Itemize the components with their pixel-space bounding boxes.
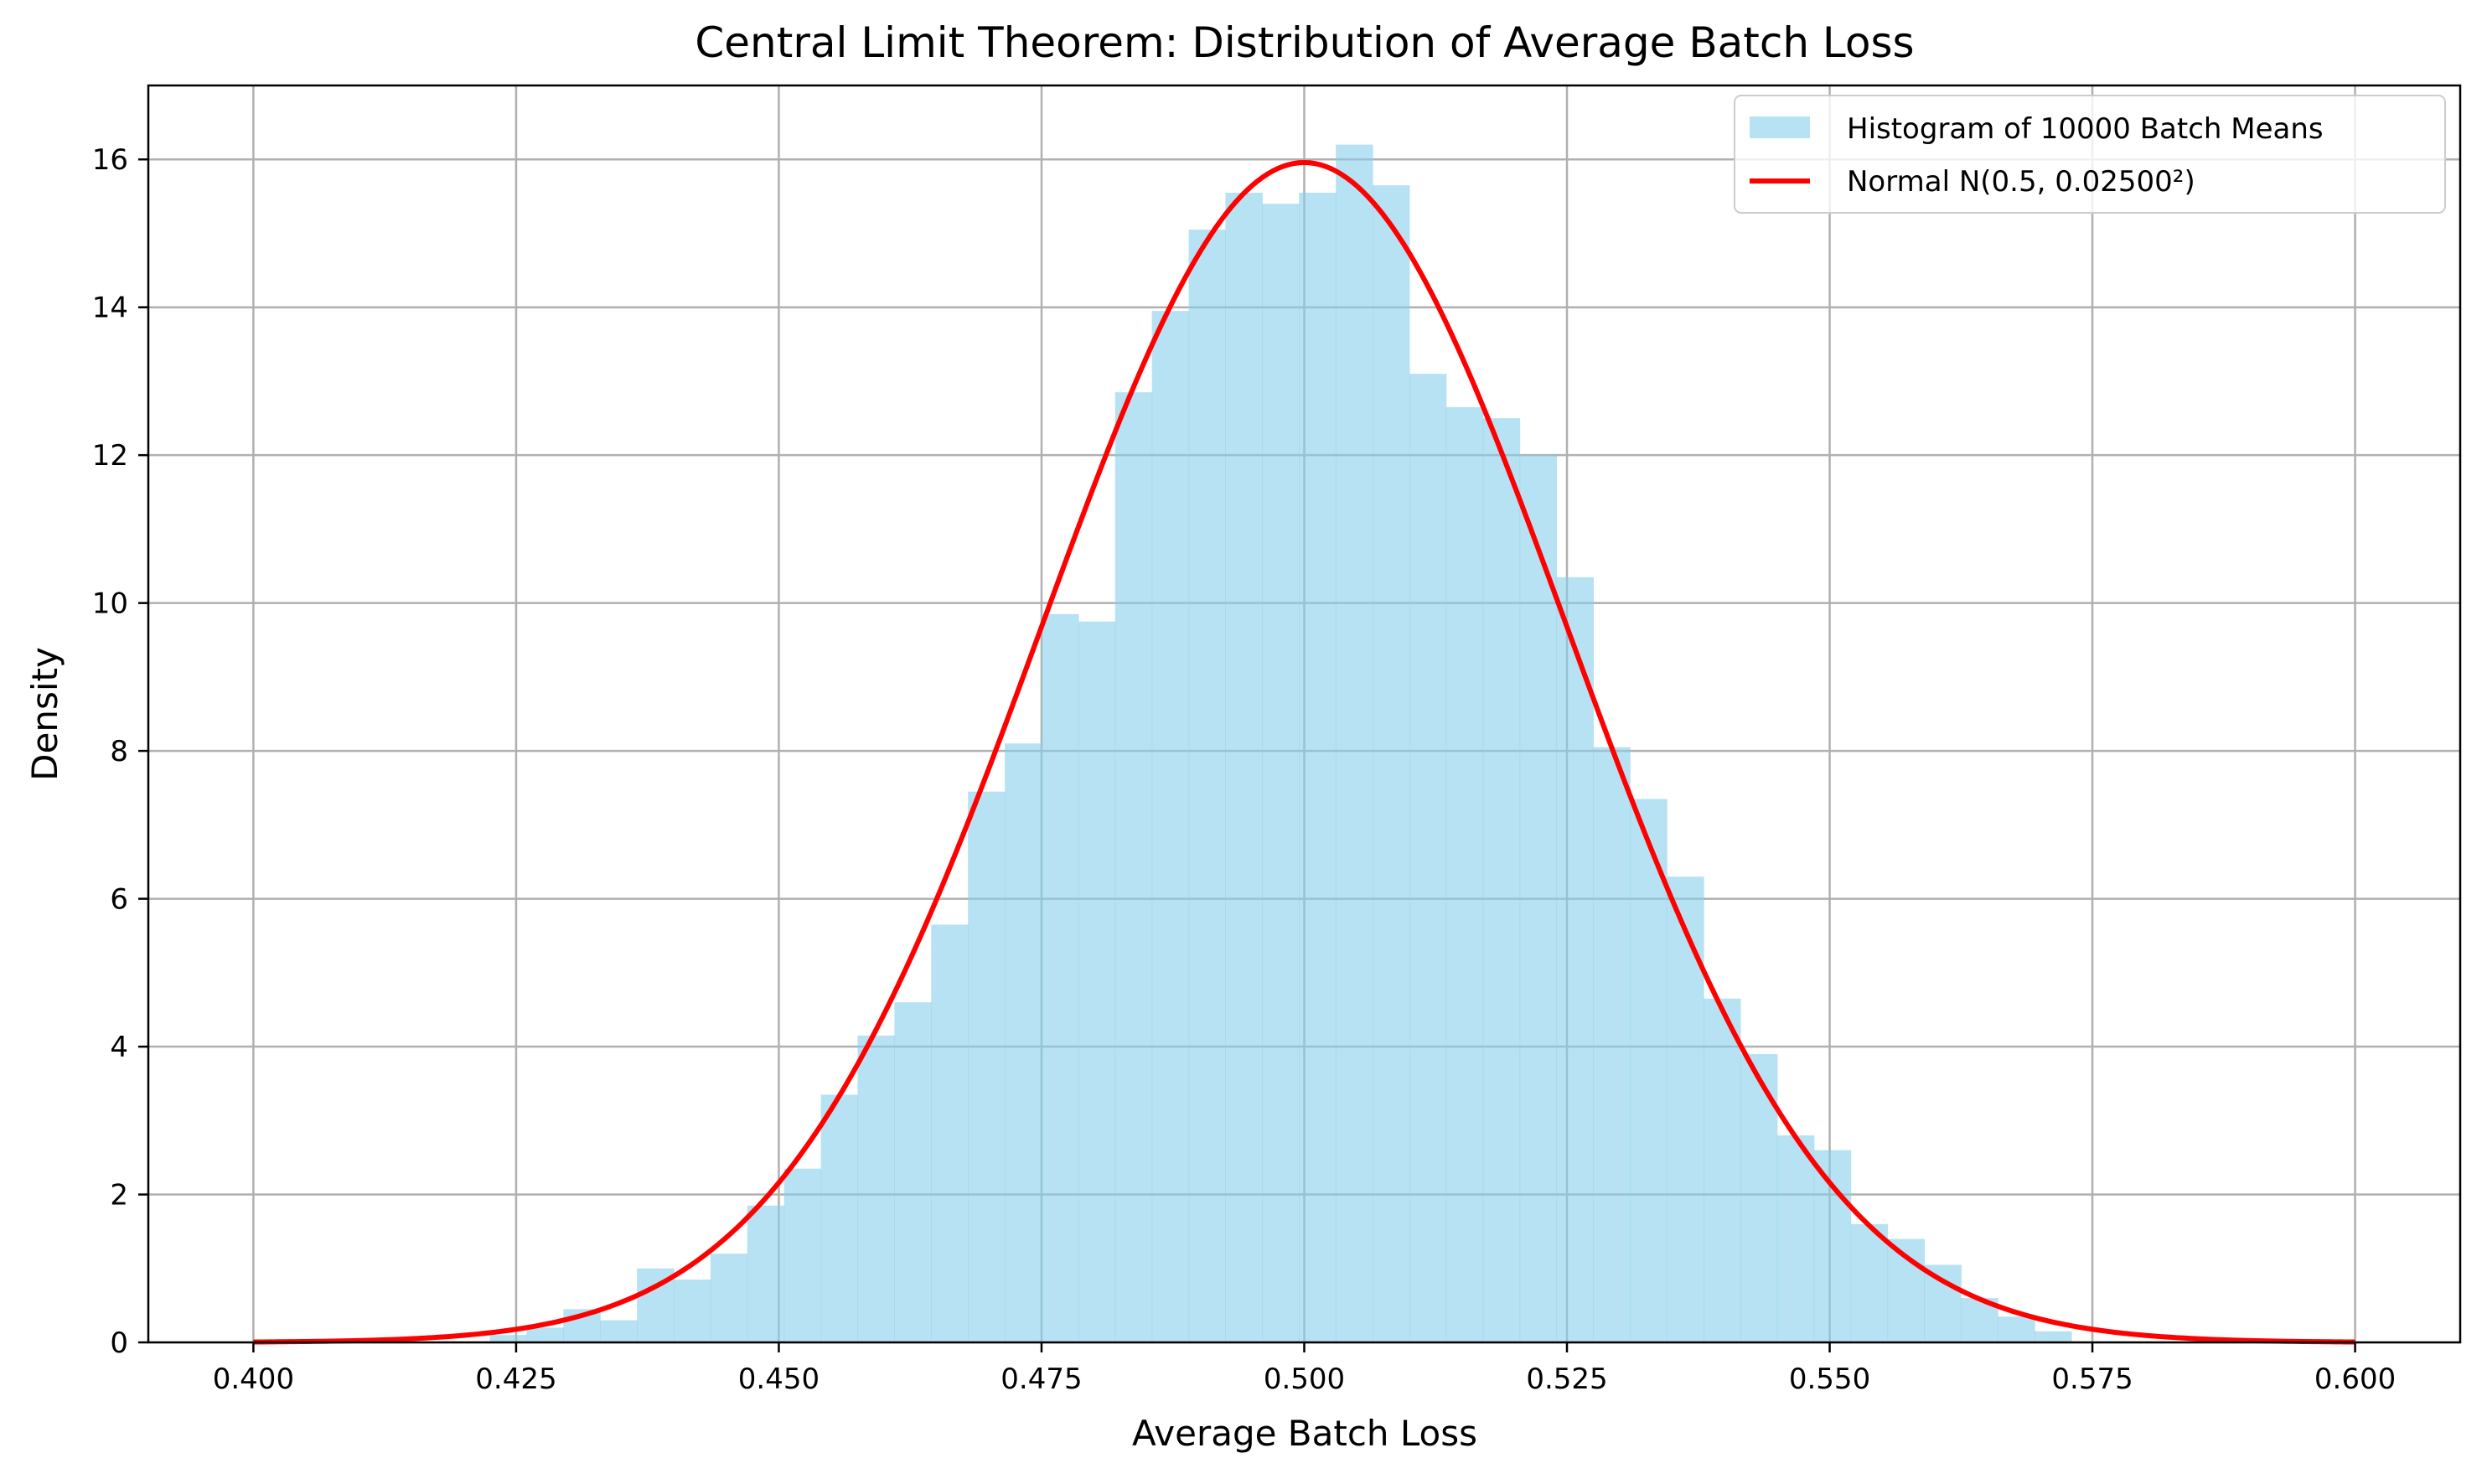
histogram-bar	[747, 1205, 785, 1342]
histogram-bar	[1924, 1264, 1962, 1342]
histogram-bar	[1373, 185, 1410, 1342]
legend-histogram-swatch	[1750, 116, 1810, 138]
histogram-bar	[600, 1320, 638, 1342]
histogram-bar	[968, 791, 1006, 1342]
histogram-bar	[783, 1168, 822, 1342]
histogram-bar	[489, 1335, 528, 1342]
histogram-bar	[1409, 374, 1447, 1342]
histogram-bar	[1630, 799, 1667, 1342]
legend-frame	[1734, 95, 2446, 214]
histogram-bar	[1519, 455, 1558, 1342]
x-tick-label: 0.600	[2314, 1362, 2396, 1396]
y-axis-label: Density	[24, 647, 65, 781]
y-tick-label: 0	[110, 1326, 128, 1360]
y-tick-label: 8	[110, 735, 128, 768]
histogram-bar	[2035, 1331, 2072, 1342]
x-axis-label: Average Batch Loss	[1132, 1413, 1477, 1454]
x-tick-label: 0.550	[1789, 1362, 1870, 1396]
histogram-bar	[1299, 192, 1337, 1343]
legend-histogram-label: Histogram of 10000 Batch Means	[1847, 112, 2324, 146]
histogram-bar	[1445, 406, 1484, 1343]
histogram-bar	[1188, 230, 1227, 1342]
histogram-bar	[1336, 144, 1373, 1342]
y-tick-label: 2	[110, 1179, 128, 1213]
x-tick-label: 0.575	[2051, 1362, 2133, 1396]
x-tick-label: 0.500	[1264, 1362, 1345, 1396]
x-tick-label: 0.450	[738, 1362, 820, 1396]
histogram-bar	[1041, 613, 1079, 1342]
histogram-bar	[1114, 392, 1153, 1342]
histogram-bar	[894, 1002, 932, 1342]
y-tick-label: 14	[92, 292, 128, 325]
histogram-bar	[1704, 998, 1741, 1342]
x-tick-label: 0.475	[1000, 1362, 1082, 1396]
histogram-bar	[1151, 311, 1190, 1342]
histogram-bar	[1482, 418, 1521, 1342]
histogram-bar	[1225, 192, 1263, 1343]
y-axis-ticks: 0 2 4 6 8 10 12 14 16	[92, 143, 148, 1360]
histogram-bar	[1667, 876, 1704, 1342]
histogram-bar	[1850, 1223, 1889, 1342]
y-tick-label: 10	[92, 587, 128, 621]
histogram-bar	[710, 1254, 748, 1342]
histogram-bar	[674, 1280, 711, 1342]
histogram-bar	[1593, 747, 1631, 1342]
x-tick-label: 0.400	[213, 1362, 294, 1396]
histogram-bar	[1998, 1316, 2035, 1342]
normal-curve	[253, 159, 2355, 1345]
chart-title: Central Limit Theorem: Distribution of A…	[695, 18, 1914, 67]
histogram-bar	[931, 924, 969, 1342]
y-tick-label: 16	[92, 143, 128, 177]
histogram-bar	[1262, 204, 1300, 1342]
histogram-bar	[1556, 577, 1594, 1342]
histogram-bars	[489, 144, 2072, 1343]
y-tick-label: 4	[110, 1031, 128, 1064]
histogram-bar	[1776, 1135, 1815, 1342]
histogram-bar	[1078, 621, 1116, 1342]
x-tick-label: 0.425	[475, 1362, 556, 1396]
histogram-bar	[857, 1035, 896, 1342]
histogram-bar	[526, 1327, 564, 1342]
histogram-bar	[1813, 1150, 1852, 1342]
chart-legend: Histogram of 10000 Batch Means Normal N(…	[1734, 95, 2446, 214]
x-tick-label: 0.525	[1526, 1362, 1607, 1396]
legend-normal-label: Normal N(0.5, 0.02500²)	[1847, 165, 2195, 199]
y-tick-label: 6	[110, 883, 128, 917]
normal-curve-layer	[253, 159, 2355, 1345]
y-tick-label: 12	[92, 439, 128, 473]
x-axis-ticks: 0.400 0.425 0.450 0.475 0.500 0.525 0.550 0.575…	[213, 1342, 2396, 1396]
histogram-bar	[1005, 743, 1042, 1342]
histogram-bar	[820, 1094, 859, 1342]
